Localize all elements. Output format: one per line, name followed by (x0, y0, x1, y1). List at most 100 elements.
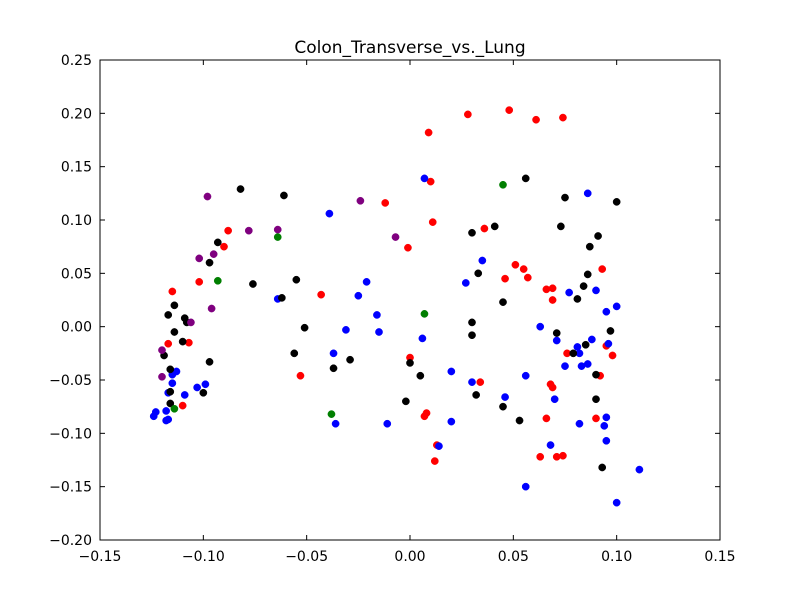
x-tick-label: −0.05 (285, 549, 328, 565)
data-point (170, 404, 179, 413)
data-point (561, 193, 569, 202)
data-point (505, 106, 514, 114)
data-point (474, 269, 483, 278)
data-point (420, 310, 429, 318)
data-point (542, 414, 551, 423)
data-point (499, 402, 507, 411)
data-point (325, 209, 334, 218)
data-point (166, 365, 175, 374)
data-point (166, 399, 175, 408)
x-tick-label: 0.05 (498, 549, 529, 565)
data-point (499, 298, 507, 306)
data-point (565, 288, 573, 297)
data-point (168, 287, 177, 296)
data-point (273, 225, 282, 234)
data-point (468, 378, 476, 386)
data-point (573, 295, 582, 303)
data-point (559, 451, 567, 460)
data-point (342, 326, 350, 334)
data-point (606, 327, 615, 335)
data-point (594, 232, 602, 240)
data-point (244, 226, 253, 235)
data-point (478, 256, 487, 265)
data-point (559, 113, 567, 122)
y-tick-label: −0.15 (49, 480, 92, 496)
data-point (158, 372, 166, 381)
data-point (604, 339, 613, 348)
data-point (499, 180, 507, 189)
data-point (592, 414, 600, 423)
data-point (552, 329, 561, 337)
data-point (406, 359, 414, 367)
data-point (602, 413, 611, 422)
y-tick-label: 0.00 (61, 320, 92, 336)
data-points (149, 106, 644, 507)
data-point (546, 441, 555, 449)
data-point (575, 419, 584, 428)
x-tick-label: −0.15 (79, 549, 122, 565)
y-tick-label: 0.05 (61, 266, 92, 282)
data-point (592, 395, 600, 404)
data-point (592, 286, 600, 295)
data-point (416, 371, 425, 380)
data-point (461, 279, 470, 287)
data-point (511, 260, 520, 269)
data-point (635, 465, 644, 474)
data-point (404, 243, 412, 252)
data-point (327, 410, 336, 418)
data-point (205, 358, 214, 366)
data-point (548, 296, 557, 304)
data-point (447, 417, 456, 426)
data-point (581, 340, 590, 349)
data-point (164, 339, 173, 348)
axes: −0.15 −0.10 −0.05 0.00 0.05 0.10 0.15−0.20−0.1… (49, 53, 735, 565)
data-point (418, 334, 427, 343)
data-point (278, 294, 286, 302)
data-point (468, 228, 476, 237)
data-point (168, 379, 177, 388)
data-point (193, 383, 201, 392)
data-point (608, 351, 617, 360)
data-point (317, 290, 325, 299)
data-point (464, 110, 472, 119)
data-point (164, 311, 173, 319)
data-point (600, 422, 609, 430)
x-tick-label: 0.00 (394, 549, 425, 565)
data-point (573, 343, 582, 351)
data-point (569, 349, 578, 358)
data-point (220, 242, 228, 251)
data-point (515, 416, 524, 425)
data-point (521, 371, 530, 380)
data-point (519, 265, 528, 273)
data-point (329, 364, 338, 373)
data-point (187, 318, 195, 327)
data-point (381, 199, 390, 207)
data-point (249, 280, 257, 288)
data-point (468, 318, 476, 327)
data-point (162, 416, 170, 425)
data-point (612, 198, 621, 206)
data-point (592, 370, 600, 379)
data-point (373, 311, 381, 319)
data-point (552, 336, 561, 345)
data-point (331, 419, 340, 428)
data-point (224, 226, 232, 235)
data-point (583, 360, 592, 368)
data-point (362, 278, 371, 286)
data-point (561, 362, 569, 370)
data-point (420, 174, 429, 183)
data-point (523, 273, 532, 282)
data-point (501, 274, 509, 283)
data-point (149, 412, 158, 421)
data-point (501, 393, 509, 401)
data-point (612, 498, 621, 507)
data-point (426, 177, 435, 186)
data-point (583, 189, 592, 198)
plot-frame (99, 59, 721, 541)
data-point (201, 380, 210, 389)
y-tick-label: 0.25 (61, 53, 92, 69)
data-point (356, 196, 365, 205)
data-point (391, 233, 400, 241)
data-point (383, 419, 392, 428)
data-point (612, 302, 621, 311)
